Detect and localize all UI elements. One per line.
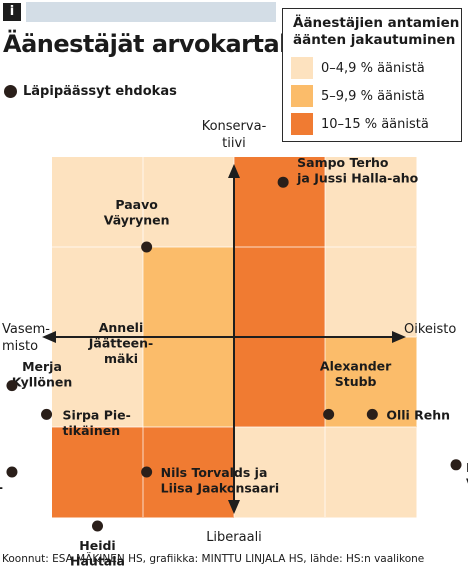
candidate-label: Olli Rehn: [386, 407, 450, 422]
candidate-dot: [41, 408, 53, 420]
heatmap-cell: [52, 157, 144, 248]
axis-label-top: Konserva-: [202, 119, 267, 134]
heatmap-cell: [52, 427, 144, 518]
candidate-label: Virkkunen: [466, 475, 468, 490]
candidate-dot: [92, 520, 103, 532]
candidate-label: Jäätteen-: [88, 336, 154, 351]
info-icon: i: [3, 3, 21, 21]
candidate-dot: [141, 466, 153, 478]
candidate-label: Henna: [466, 460, 468, 475]
arrow-left-icon: [42, 331, 56, 343]
candidate-dot: [141, 241, 153, 253]
candidate-dot: [6, 466, 18, 478]
axis-label-bottom: Liberaali: [206, 530, 262, 545]
legend-item-mid: 5–9,9 % äänistä: [291, 85, 425, 107]
candidate-dot: [366, 408, 378, 420]
candidate-dot: [323, 408, 335, 420]
heatmap-cell: [143, 247, 235, 338]
header-bar: [26, 2, 276, 22]
heatmap-cell: [325, 427, 417, 518]
legend-title-line: äänten jakautuminen: [293, 32, 456, 48]
heatmap-cell: [234, 427, 326, 518]
axis-label-left: misto: [2, 339, 38, 354]
candidate-label: Nils Torvalds ja: [161, 465, 268, 480]
legend-title-line: Äänestäjien antamien: [293, 15, 460, 31]
axis-label-left: Vasem-: [2, 322, 50, 337]
axis-label-top: tiivi: [222, 136, 246, 151]
source-credits: Koonnut: ESA MÄKINEN HS, grafiikka: MINT…: [2, 553, 425, 565]
heatmap-cell: [234, 157, 326, 248]
candidate-label: Merja: [22, 359, 62, 374]
arrow-down-icon: [228, 500, 240, 514]
candidate-label: mäki: [104, 351, 138, 366]
legend-swatch-mid: [291, 85, 313, 107]
heatmap-cell: [325, 157, 417, 248]
legend-title: Äänestäjien antamien äänten jakautuminen: [293, 15, 463, 49]
candidate-label: Heidi: [79, 538, 115, 553]
candidate-label: tikäinen: [63, 423, 121, 438]
candidate-label: Kyllönen: [12, 375, 72, 390]
heatmap-cell: [52, 337, 144, 428]
arrow-up-icon: [228, 164, 240, 178]
candidate-label: Väyrynen: [104, 213, 170, 228]
heatmap-cell: [52, 247, 144, 338]
legend-item-high: 10–15 % äänistä: [291, 113, 429, 135]
candidate-label: Alexander: [320, 358, 392, 373]
candidate-label: Hautala: [70, 554, 125, 569]
legend-item-low: 0–4,9 % äänistä: [291, 57, 425, 79]
candidate-label: Paavo: [115, 197, 158, 212]
axis-label-right: Oikeisto: [404, 322, 456, 337]
candidate-label: Kumpula-: [0, 480, 3, 495]
candidate-label: Liisa Jaakonsaari: [161, 481, 280, 496]
candidate-dot: [450, 459, 462, 471]
candidate-label: Sirpa Pie-: [63, 407, 131, 422]
heatmap-cell: [325, 247, 417, 338]
candidate-dot: [6, 380, 18, 392]
heatmap-cell: [143, 337, 235, 428]
arrow-right-icon: [392, 331, 406, 343]
candidate-label: Stubb: [335, 374, 377, 389]
heatmap-cell: [143, 427, 235, 518]
legend-label-low: 0–4,9 % äänistä: [321, 60, 425, 76]
heatmap-cell: [143, 157, 235, 248]
legend-label-high: 10–15 % äänistä: [321, 116, 429, 132]
passed-legend: Läpipäässyt ehdokas: [4, 84, 177, 99]
vote-share-legend: Äänestäjien antamien äänten jakautuminen…: [282, 8, 462, 142]
candidate-label: Sampo Terho: [297, 155, 389, 170]
legend-swatch-low: [291, 57, 313, 79]
heatmap-cell: [234, 337, 326, 428]
legend-label-mid: 5–9,9 % äänistä: [321, 88, 425, 104]
passed-legend-label: Läpipäässyt ehdokas: [23, 84, 177, 99]
heatmap-cell: [234, 247, 326, 338]
passed-dot-icon: [4, 85, 17, 98]
candidate-label: ja Jussi Halla-aho: [296, 171, 419, 186]
candidate-dot: [277, 176, 289, 188]
legend-swatch-high: [291, 113, 313, 135]
candidate-label: Anneli: [99, 320, 144, 335]
page-title: Äänestäjät arvokartalla: [3, 30, 311, 58]
